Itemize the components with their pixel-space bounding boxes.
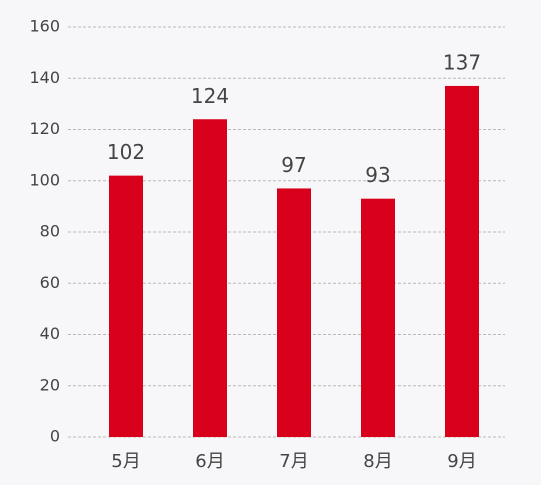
y-tick-label: 100 xyxy=(29,170,60,189)
value-label: 97 xyxy=(281,153,306,177)
x-tick-label: 8月 xyxy=(363,451,392,472)
y-tick-label: 160 xyxy=(29,17,60,36)
bar xyxy=(361,198,395,437)
bar xyxy=(277,188,311,437)
value-label: 137 xyxy=(443,50,481,74)
x-tick-label: 5月 xyxy=(111,451,140,472)
y-tick-label: 140 xyxy=(29,68,60,87)
bar xyxy=(445,85,479,437)
value-label: 124 xyxy=(191,84,229,108)
x-tick-label: 9月 xyxy=(447,451,476,472)
x-tick-label: 7月 xyxy=(279,451,308,472)
y-tick-label: 40 xyxy=(40,324,60,343)
x-tick-label: 6月 xyxy=(195,451,224,472)
y-tick-label: 120 xyxy=(29,119,60,138)
bar xyxy=(109,175,143,437)
bar xyxy=(193,119,227,437)
y-tick-label: 60 xyxy=(40,273,60,292)
y-tick-label: 0 xyxy=(50,427,60,446)
value-label: 102 xyxy=(107,140,145,164)
y-tick-label: 20 xyxy=(40,375,60,394)
value-label: 93 xyxy=(365,163,390,187)
y-tick-label: 80 xyxy=(40,222,60,241)
